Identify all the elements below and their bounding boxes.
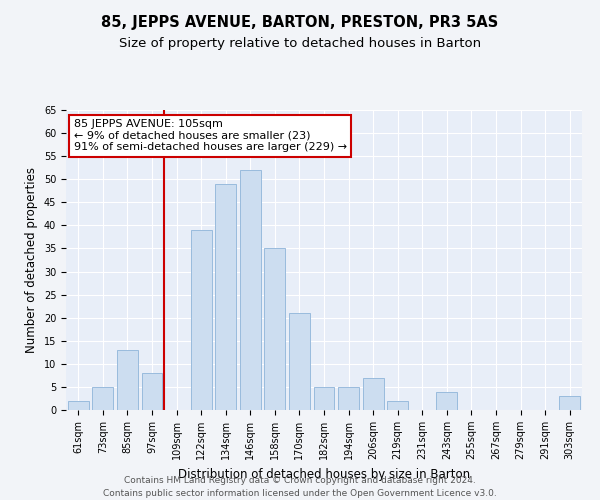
Bar — [240, 170, 261, 410]
Bar — [387, 401, 408, 410]
Bar — [289, 313, 310, 410]
Bar — [338, 387, 359, 410]
Bar — [117, 350, 138, 410]
Bar — [68, 401, 89, 410]
Bar — [265, 248, 286, 410]
Bar — [92, 387, 113, 410]
Bar — [559, 396, 580, 410]
Text: 85 JEPPS AVENUE: 105sqm
← 9% of detached houses are smaller (23)
91% of semi-det: 85 JEPPS AVENUE: 105sqm ← 9% of detached… — [74, 119, 347, 152]
X-axis label: Distribution of detached houses by size in Barton: Distribution of detached houses by size … — [178, 468, 470, 480]
Bar — [314, 387, 334, 410]
Bar — [362, 378, 383, 410]
Bar — [191, 230, 212, 410]
Text: Contains HM Land Registry data © Crown copyright and database right 2024.
Contai: Contains HM Land Registry data © Crown c… — [103, 476, 497, 498]
Y-axis label: Number of detached properties: Number of detached properties — [25, 167, 38, 353]
Text: 85, JEPPS AVENUE, BARTON, PRESTON, PR3 5AS: 85, JEPPS AVENUE, BARTON, PRESTON, PR3 5… — [101, 15, 499, 30]
Bar — [215, 184, 236, 410]
Bar — [142, 373, 163, 410]
Text: Size of property relative to detached houses in Barton: Size of property relative to detached ho… — [119, 38, 481, 51]
Bar — [436, 392, 457, 410]
